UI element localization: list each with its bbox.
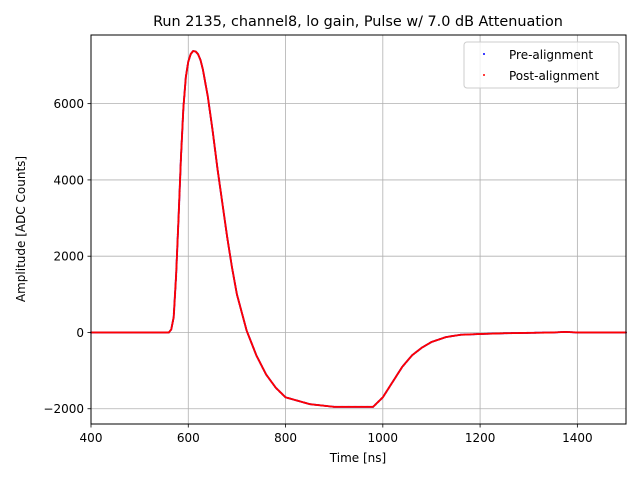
y-axis-ticks: −2000 0 2000 4000 6000 <box>43 97 91 416</box>
plot-frame <box>90 34 627 425</box>
legend-label-pre-alignment: Pre-alignment <box>509 48 593 62</box>
y-axis-label: Amplitude [ADC Counts] <box>14 156 28 302</box>
x-tick-label: 600 <box>177 431 200 445</box>
x-tick-label: 1000 <box>368 431 399 445</box>
legend-label-post-alignment: Post-alignment <box>509 69 599 83</box>
grid-lines <box>90 35 626 424</box>
y-tick-label: 2000 <box>53 250 84 264</box>
y-tick-label: 6000 <box>53 97 84 111</box>
legend-box <box>463 41 620 89</box>
x-axis-ticks: 400 600 800 1000 1200 1400 <box>80 424 593 445</box>
y-tick-label: 4000 <box>53 173 84 187</box>
legend-marker-post-alignment <box>483 74 485 76</box>
x-tick-label: 800 <box>274 431 297 445</box>
x-tick-label: 1400 <box>562 431 593 445</box>
x-tick-label: 400 <box>80 431 103 445</box>
x-tick-label: 1200 <box>465 431 496 445</box>
x-axis-label: Time [ns] <box>329 451 386 465</box>
legend-marker-pre-alignment <box>483 53 485 55</box>
series-post-alignment <box>90 50 627 408</box>
y-tick-label: −2000 <box>43 402 84 416</box>
y-tick-label: 0 <box>76 326 84 340</box>
legend: Pre-alignment Post-alignment <box>463 41 620 89</box>
chart-title: Run 2135, channel8, lo gain, Pulse w/ 7.… <box>153 14 563 30</box>
series-layer <box>90 50 627 408</box>
